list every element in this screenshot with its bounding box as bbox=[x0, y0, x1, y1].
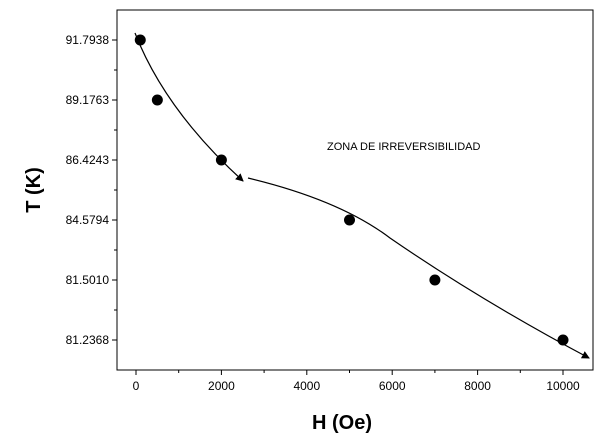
x-tick-label: 4000 bbox=[293, 379, 320, 393]
data-point bbox=[429, 274, 441, 286]
data-point bbox=[151, 94, 163, 106]
data-point bbox=[344, 214, 355, 226]
x-tick-label: 0 bbox=[133, 379, 140, 393]
y-tick-label: 81.5010 bbox=[66, 273, 110, 287]
fit-curve-high-field bbox=[247, 177, 590, 359]
fit-curve-low-field bbox=[134, 32, 244, 182]
data-point bbox=[215, 154, 227, 166]
data-points bbox=[134, 34, 569, 346]
y-axis-title: T (K) bbox=[23, 167, 45, 213]
x-tick-label: 8000 bbox=[464, 379, 491, 393]
data-point bbox=[557, 334, 569, 346]
y-tick-label: 86.4243 bbox=[66, 153, 110, 167]
x-tick-label: 10000 bbox=[546, 379, 580, 393]
plot-frame bbox=[116, 9, 594, 371]
y-tick-label: 81.2368 bbox=[66, 333, 110, 347]
y-axis-ticks: 91.7938 89.1763 86.4243 84.5794 81.5010 81.23… bbox=[66, 33, 117, 347]
y-tick-label: 84.5794 bbox=[66, 213, 110, 227]
x-tick-label: 6000 bbox=[379, 379, 406, 393]
x-axis-ticks: 0 2000 4000 6000 8000 10000 bbox=[133, 370, 580, 393]
zone-annotation: ZONA DE IRREVERSIBILIDAD bbox=[327, 141, 480, 153]
y-tick-label: 89.1763 bbox=[66, 93, 110, 107]
y-tick-label: 91.7938 bbox=[66, 33, 110, 47]
x-tick-label: 2000 bbox=[208, 379, 235, 393]
data-point bbox=[134, 34, 146, 46]
x-axis-title: H (Oe) bbox=[312, 412, 372, 434]
